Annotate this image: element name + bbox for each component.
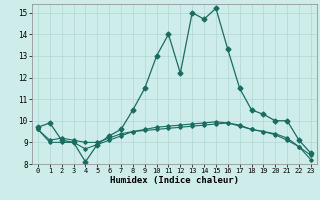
X-axis label: Humidex (Indice chaleur): Humidex (Indice chaleur): [110, 176, 239, 185]
